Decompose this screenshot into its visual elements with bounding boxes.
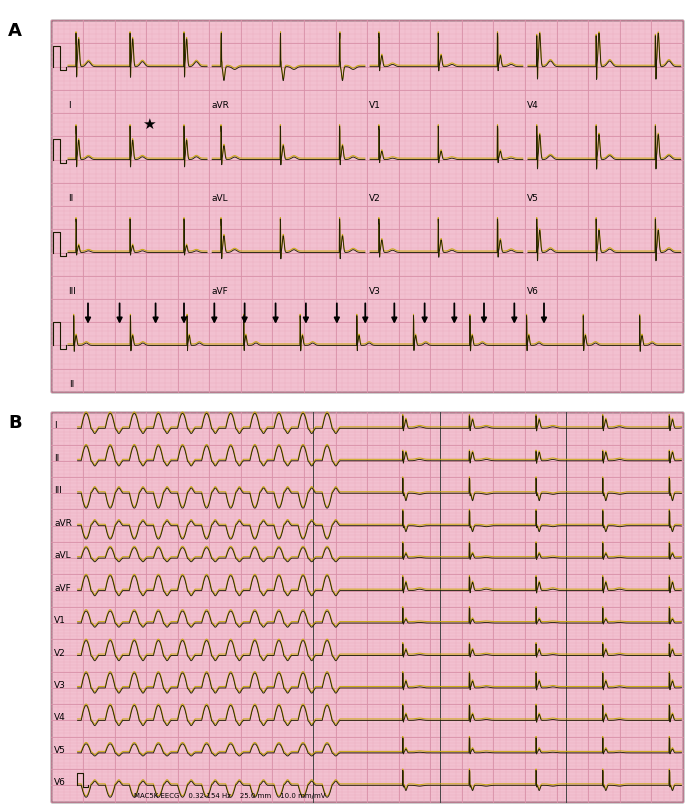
Text: MAC5K EECG    0.32-154 Hz    25.0 mm    10.0 mm/mV: MAC5K EECG 0.32-154 Hz 25.0 mm 10.0 mm/m… xyxy=(134,793,325,799)
Text: A: A xyxy=(8,22,22,40)
Text: II: II xyxy=(68,194,74,203)
Text: aVR: aVR xyxy=(211,101,229,110)
Bar xyxy=(51,20,683,392)
Text: V1: V1 xyxy=(369,101,381,110)
Text: ★: ★ xyxy=(142,117,156,132)
Text: I: I xyxy=(54,422,57,431)
Text: V6: V6 xyxy=(54,778,66,787)
Text: I: I xyxy=(68,101,71,110)
Text: III: III xyxy=(68,287,76,296)
Text: V1: V1 xyxy=(54,617,66,625)
Text: aVL: aVL xyxy=(211,194,228,203)
Text: aVF: aVF xyxy=(211,287,228,296)
Text: V3: V3 xyxy=(369,287,381,296)
Text: V6: V6 xyxy=(527,287,539,296)
Text: III: III xyxy=(54,486,62,495)
Text: V3: V3 xyxy=(54,681,66,690)
Text: aVL: aVL xyxy=(54,551,71,560)
Text: II: II xyxy=(69,381,75,389)
Text: V5: V5 xyxy=(54,746,66,755)
Text: V4: V4 xyxy=(527,101,539,110)
Text: aVF: aVF xyxy=(54,583,71,592)
Text: V5: V5 xyxy=(527,194,539,203)
Text: aVR: aVR xyxy=(54,519,72,528)
Bar xyxy=(51,412,683,802)
Text: B: B xyxy=(8,414,22,431)
Text: II: II xyxy=(54,454,60,463)
Text: V4: V4 xyxy=(54,713,66,722)
Text: V2: V2 xyxy=(54,649,66,658)
Text: V2: V2 xyxy=(369,194,381,203)
